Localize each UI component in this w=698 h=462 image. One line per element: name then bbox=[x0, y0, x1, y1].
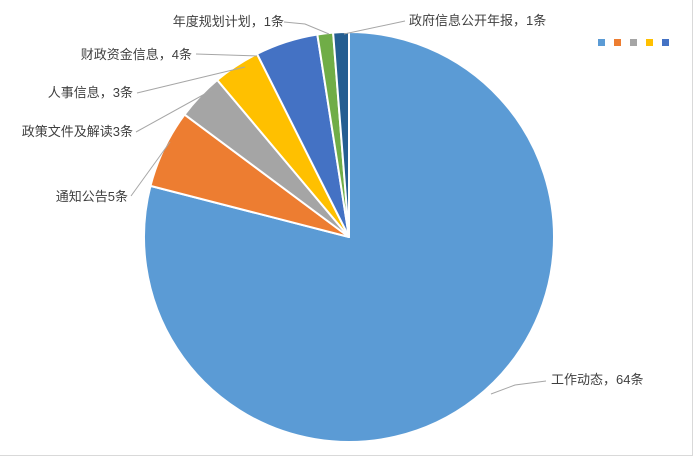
slice-label-5: 年度规划计划，1条 bbox=[172, 14, 284, 29]
legend-swatch-2[interactable] bbox=[630, 39, 637, 46]
legend-swatch-4[interactable] bbox=[662, 39, 669, 46]
slice-label-4: 财政资金信息，4条 bbox=[80, 47, 192, 62]
slice-label-0: 工作动态，64条 bbox=[551, 372, 644, 387]
slice-label-3: 人事信息，3条 bbox=[47, 85, 133, 100]
chart-border-bottom bbox=[0, 455, 693, 456]
leader-line-6 bbox=[343, 20, 406, 35]
leader-lines bbox=[130, 20, 547, 395]
slice-label-6: 政府信息公开年报，1条 bbox=[409, 13, 547, 28]
leader-line-2 bbox=[135, 89, 213, 133]
leader-line-3 bbox=[136, 66, 246, 94]
chart-border-right bbox=[692, 0, 693, 456]
leader-line-0 bbox=[490, 380, 547, 395]
leader-line-1 bbox=[130, 141, 171, 197]
legend-swatch-3[interactable] bbox=[646, 39, 653, 46]
pie-slices bbox=[143, 31, 555, 443]
slice-label-2: 政策文件及解读3条 bbox=[21, 124, 133, 139]
leader-line-5 bbox=[283, 21, 330, 35]
legend-swatch-1[interactable] bbox=[614, 39, 621, 46]
leader-line-4 bbox=[195, 53, 258, 57]
slice-label-1: 通知公告5条 bbox=[55, 189, 128, 204]
pie-slice-6[interactable] bbox=[332, 31, 350, 238]
legend-swatch-0[interactable] bbox=[598, 39, 605, 46]
